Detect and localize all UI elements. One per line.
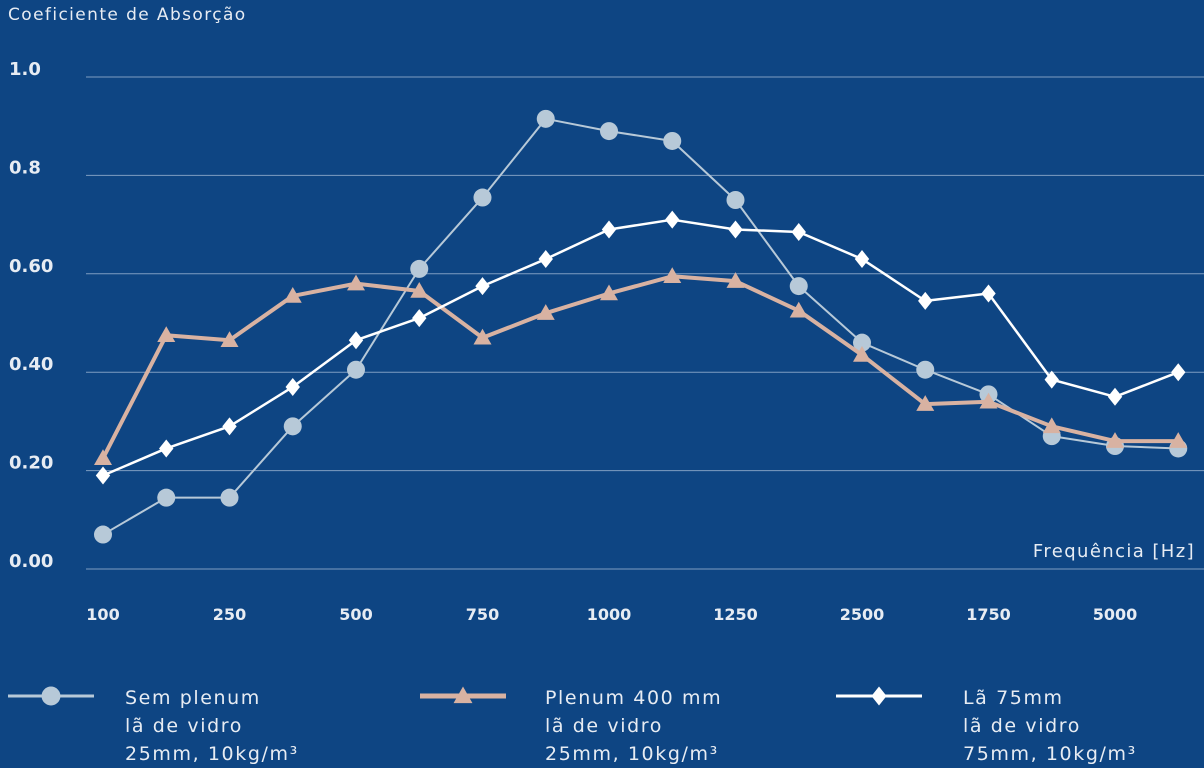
triangle-marker <box>1169 432 1188 448</box>
x-tick-label: 1000 <box>587 605 632 624</box>
circle-marker <box>536 109 555 128</box>
circle-marker <box>473 188 492 207</box>
diamond-marker <box>981 284 996 303</box>
triangle-marker <box>283 286 302 303</box>
y-tick-labels: 0.00 0.20 0.40 0.60 0.8 1.0 <box>9 59 53 572</box>
legend-label-line: 75mm, 10kg/m³ <box>963 743 1137 765</box>
legend-label-line: lã de vidro <box>963 715 1081 737</box>
diamond-marker <box>854 250 870 269</box>
circle-marker <box>410 259 429 278</box>
x-axis-title: Frequência [Hz] <box>1033 541 1195 562</box>
legend-label: Sem plenum lã de vidro 25mm, 10kg/m³ <box>125 684 299 768</box>
diamond-marker <box>791 222 806 241</box>
x-tick-label: 5000 <box>1093 605 1138 624</box>
circle-marker <box>789 277 808 296</box>
series-group <box>94 109 1188 544</box>
diamond-marker <box>1107 387 1123 406</box>
legend-label-line: 25mm, 10kg/m³ <box>125 743 299 765</box>
triangle-marker <box>600 284 618 301</box>
series-circle <box>94 109 1188 544</box>
circle-marker <box>853 333 871 352</box>
diamond-marker <box>285 377 300 396</box>
diamond-marker <box>222 417 237 436</box>
series-line <box>102 218 1179 477</box>
legend-label: Plenum 400 mm lã de vidro 25mm, 10kg/m³ <box>545 684 722 768</box>
diamond-marker <box>728 220 743 239</box>
grid-lines <box>86 76 1204 570</box>
diamond-marker <box>95 466 111 485</box>
x-tick-label: 750 <box>466 605 499 624</box>
legend-label: Lã 75mm lã de vidro 75mm, 10kg/m³ <box>963 684 1137 768</box>
legend-markers <box>8 686 922 706</box>
circle-marker <box>347 360 365 379</box>
triangle-marker <box>1106 432 1124 448</box>
y-tick-label: 1.0 <box>9 59 41 80</box>
triangle-marker <box>853 345 871 362</box>
diamond-marker <box>412 309 427 328</box>
triangle-marker <box>916 395 935 411</box>
y-tick-label: 0.20 <box>9 453 53 474</box>
series-line <box>102 117 1179 536</box>
triangle-marker <box>536 304 555 320</box>
triangle-marker <box>663 267 682 284</box>
triangle-marker <box>157 326 176 343</box>
triangle-marker <box>473 328 492 345</box>
diamond-marker <box>348 331 364 350</box>
x-tick-label: 2500 <box>840 605 885 624</box>
legend-label-line: Plenum 400 mm <box>545 687 723 709</box>
triangle-marker <box>220 331 239 347</box>
circle-marker <box>726 191 745 209</box>
circle-marker <box>663 131 682 150</box>
series-diamond <box>95 210 1186 485</box>
circle-marker <box>41 686 61 706</box>
x-tick-label: 1250 <box>713 605 758 624</box>
circle-marker <box>916 360 935 379</box>
circle-marker <box>220 488 239 507</box>
x-tick-label: 100 <box>86 605 119 624</box>
diamond-marker <box>871 686 887 706</box>
series-triangle <box>94 267 1188 466</box>
diamond-marker <box>665 210 680 229</box>
diamond-marker <box>475 277 490 296</box>
triangle-marker <box>726 272 745 288</box>
y-axis-title: Coeficiente de Absorção <box>8 5 247 25</box>
circle-marker <box>94 525 112 544</box>
circle-marker <box>157 488 176 507</box>
legend-label-line: lã de vidro <box>125 715 243 737</box>
diamond-marker <box>1171 363 1186 382</box>
legend-label-line: 25mm, 10kg/m³ <box>545 743 719 765</box>
series-line <box>101 274 1179 460</box>
triangle-marker <box>347 274 365 291</box>
diamond-marker <box>159 439 174 458</box>
legend-label-line: Sem plenum <box>125 687 261 709</box>
circle-marker <box>283 417 302 436</box>
triangle-marker <box>410 282 429 298</box>
x-tick-labels: 100 250 500 750 1000 1250 2500 1750 5000 <box>86 605 1137 624</box>
circle-marker <box>600 122 618 141</box>
triangle-marker <box>789 301 808 318</box>
diamond-marker <box>918 291 933 310</box>
x-tick-label: 500 <box>339 605 372 624</box>
x-tick-label: 1750 <box>966 605 1011 624</box>
triangle-marker <box>1042 417 1061 434</box>
triangle-marker <box>94 449 112 466</box>
y-tick-label: 0.00 <box>9 551 53 572</box>
triangle-marker <box>453 686 473 704</box>
diamond-marker <box>538 250 553 269</box>
diamond-marker <box>601 220 617 239</box>
triangle-marker <box>979 392 998 409</box>
y-tick-label: 0.8 <box>9 157 41 178</box>
x-tick-label: 250 <box>213 605 246 624</box>
diamond-marker <box>1044 370 1059 389</box>
y-tick-label: 0.40 <box>9 354 53 375</box>
legend-label-line: lã de vidro <box>545 715 663 737</box>
y-tick-label: 0.60 <box>9 256 53 277</box>
legend-label-line: Lã 75mm <box>963 687 1064 709</box>
